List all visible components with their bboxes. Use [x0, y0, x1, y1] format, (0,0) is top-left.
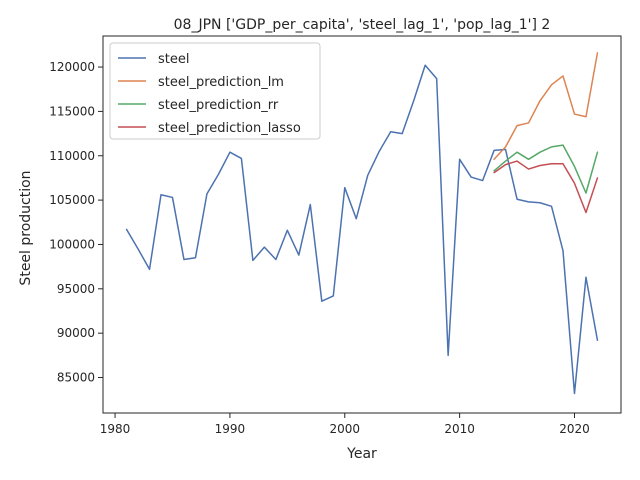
legend-label: steel_prediction_lm [158, 75, 284, 90]
x-axis-label: Year [346, 446, 377, 462]
y-tick-label: 120000 [49, 60, 95, 74]
legend-box [109, 42, 321, 140]
legend-label: steel_prediction_lasso [158, 121, 301, 136]
chart-title: 08_JPN ['GDP_per_capita', 'steel_lag_1',… [174, 17, 551, 33]
y-axis-ticks: 85000 90000 95000 100000 105000 110000 115000 1… [49, 60, 103, 385]
y-tick-label: 90000 [57, 326, 95, 340]
y-tick-label: 105000 [49, 193, 95, 207]
y-tick-label: 85000 [57, 371, 95, 385]
y-tick-label: 115000 [49, 104, 95, 118]
y-tick-label: 95000 [57, 282, 95, 296]
y-tick-label: 100000 [49, 237, 95, 251]
legend: steel steel_prediction_lm steel_prediction… [109, 42, 321, 140]
x-tick-label: 2000 [329, 422, 360, 436]
legend-label: steel_prediction_rr [158, 98, 279, 113]
x-tick-label: 2010 [444, 422, 475, 436]
series-line-steel [125, 64, 599, 395]
x-tick-label: 1990 [215, 422, 246, 436]
series-line-steel-prediction-rr [493, 144, 599, 194]
series-lines [125, 52, 599, 395]
series-line-steel-prediction-lm [493, 52, 599, 161]
x-tick-label: 1980 [100, 422, 131, 436]
y-axis-label: Steel production [18, 170, 34, 285]
x-tick-label: 2020 [559, 422, 590, 436]
plot-frame [102, 35, 622, 414]
x-axis-ticks: 1980 1990 2000 2010 2020 [100, 413, 590, 436]
legend-label: steel [158, 52, 189, 67]
y-tick-label: 110000 [49, 149, 95, 163]
series-line-steel-prediction-lasso [493, 160, 599, 214]
